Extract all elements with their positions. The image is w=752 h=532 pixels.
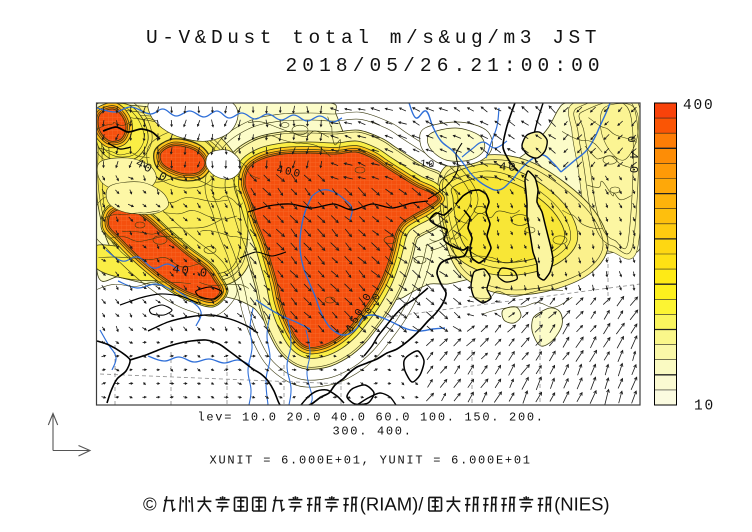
svg-text:40: 40	[499, 160, 518, 175]
svg-text:©: ©	[143, 494, 157, 515]
svg-text:300. 400.: 300. 400.	[333, 425, 413, 439]
svg-text:4: 4	[626, 152, 640, 161]
svg-text:0: 0	[624, 136, 636, 145]
svg-text:10: 10	[694, 399, 715, 415]
svg-text:(RIAM)/: (RIAM)/	[360, 494, 425, 515]
svg-text:400: 400	[275, 164, 303, 181]
svg-text:lev= 10.0 20.0 40.0 60.0 100.: lev= 10.0 20.0 40.0 60.0 100. 150. 200.	[198, 411, 545, 425]
svg-text:2018/05/26.21:00:00: 2018/05/26.21:00:00	[286, 55, 605, 77]
svg-text:(NIES): (NIES)	[554, 494, 610, 515]
svg-text:U-V&Dust total m/s&ug/m3 JST: U-V&Dust total m/s&ug/m3 JST	[146, 27, 601, 49]
svg-text:40.0: 40.0	[171, 262, 209, 281]
svg-text:XUNIT = 6.000E+01, YUNIT = 6.0: XUNIT = 6.000E+01, YUNIT = 6.000E+01	[210, 454, 532, 468]
svg-text:0: 0	[626, 166, 640, 175]
svg-text:400: 400	[683, 98, 715, 114]
svg-text:10: 10	[420, 159, 437, 171]
